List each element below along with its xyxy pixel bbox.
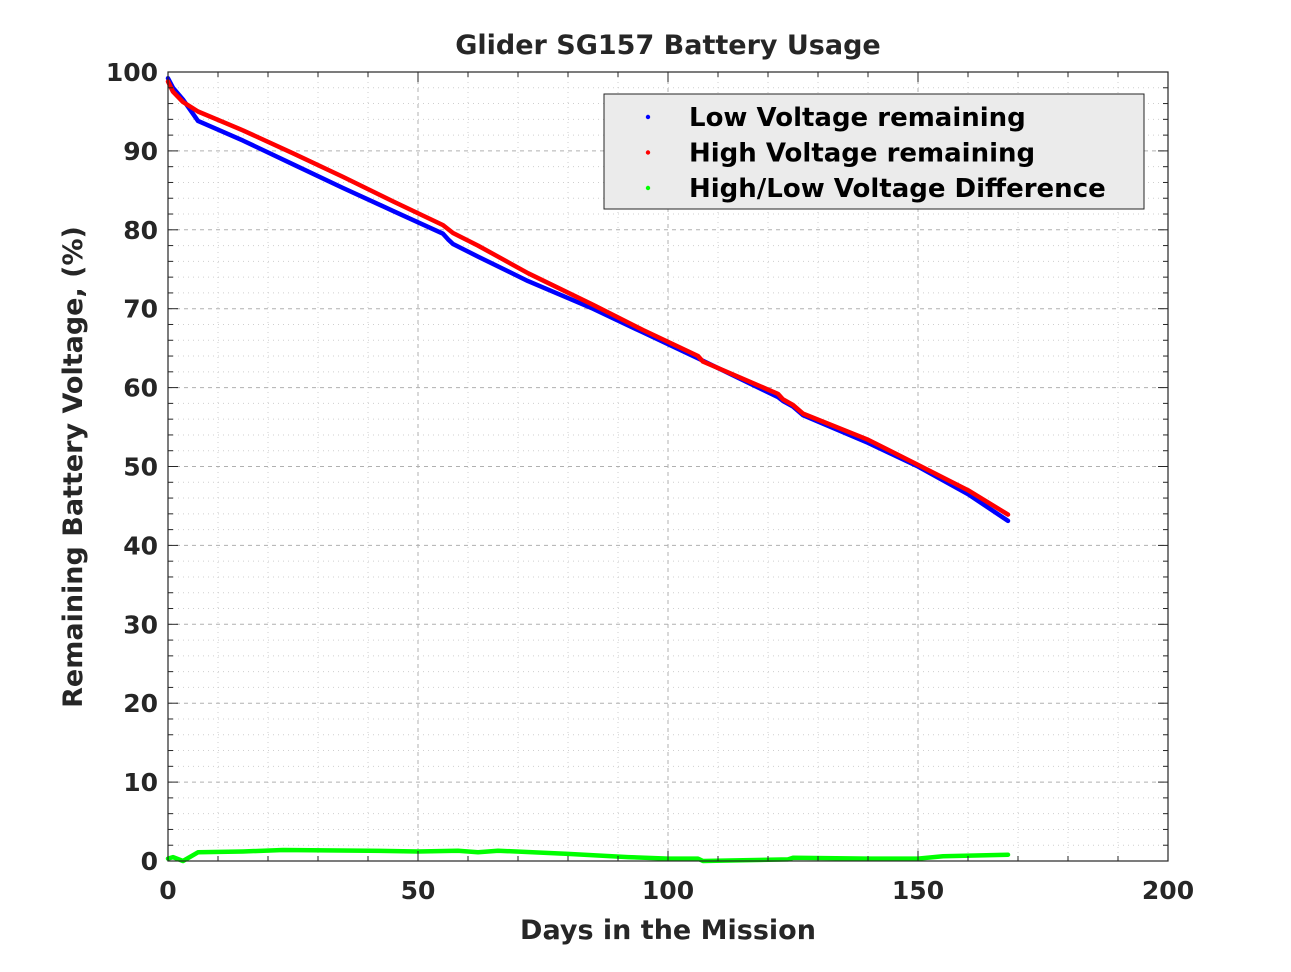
y-tick-label: 80 [123, 216, 158, 245]
ticks: 0 50 100 150 200 0 10 20 30 40 50 60 70 80 90 100 [106, 58, 1194, 905]
legend-label: High Voltage remaining [689, 139, 1035, 169]
x-tick-label: 100 [642, 876, 694, 905]
x-tick-label: 150 [892, 876, 944, 905]
x-tick-label: 50 [401, 876, 436, 905]
legend-label: Low Voltage remaining [689, 103, 1026, 133]
series-line-2 [165, 847, 1011, 864]
chart-title: Glider SG157 Battery Usage [455, 30, 881, 61]
y-tick-label: 50 [123, 453, 158, 482]
legend-label: High/Low Voltage Difference [689, 174, 1106, 204]
legend: Low Voltage remaining High Voltage remain… [603, 93, 1145, 210]
y-axis-label: Remaining Battery Voltage, (%) [58, 226, 89, 708]
y-tick-label: 60 [123, 374, 158, 403]
y-tick-label: 10 [123, 768, 158, 797]
y-tick-label: 90 [123, 137, 158, 166]
series-line-1 [165, 79, 1011, 517]
y-tick-label: 30 [123, 610, 158, 639]
x-axis-label: Days in the Mission [520, 915, 816, 946]
legend-marker [645, 185, 651, 191]
y-tick-label: 70 [123, 295, 158, 324]
legend-marker [645, 150, 651, 155]
legend-box [603, 93, 1145, 210]
x-tick-label: 0 [159, 876, 176, 905]
legend-marker [645, 114, 651, 120]
x-tick-label: 200 [1142, 876, 1194, 905]
y-tick-label: 100 [106, 58, 158, 87]
y-tick-label: 40 [123, 531, 158, 560]
y-tick-label: 0 [141, 847, 158, 876]
y-tick-label: 20 [123, 689, 158, 718]
